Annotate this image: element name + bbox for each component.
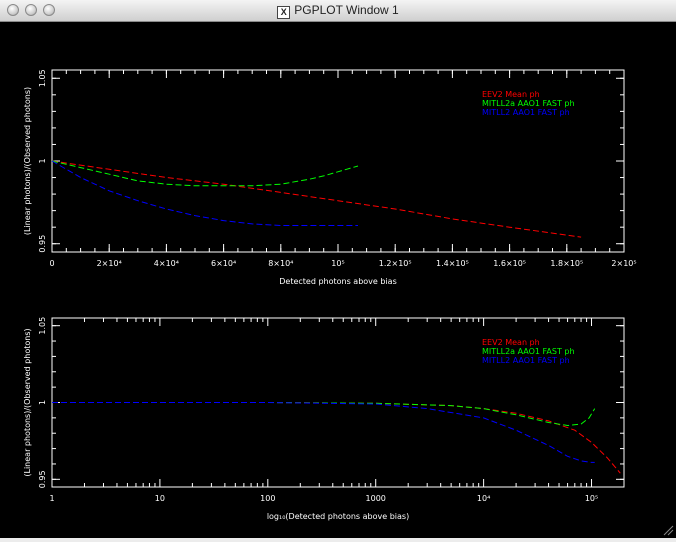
x-tick-label: 1.4×10⁵ [436, 259, 469, 268]
y-tick-label: 0.95 [38, 470, 47, 488]
x-tick-label: 6×10⁴ [211, 259, 236, 268]
x-tick-label: 2×10⁴ [97, 259, 122, 268]
x-tick-label: 1.2×10⁵ [379, 259, 412, 268]
legend-entry-2: MITLL2a AAO1 FAST ph [482, 99, 575, 108]
x-tick-label: 8×10⁴ [268, 259, 293, 268]
chart-2: 1 10 100 1000 10⁴ 10⁵0.9511.05log₁₀(Detected … [23, 317, 625, 521]
series-line-3 [52, 402, 595, 463]
x-axis-label: log₁₀(Detected photons above bias) [267, 512, 409, 521]
series-line-2 [52, 402, 596, 427]
resize-grip-icon[interactable] [663, 525, 674, 536]
y-tick-label: 1 [38, 158, 47, 163]
y-tick-label: 1.05 [38, 317, 47, 335]
x-tick-label: 10⁴ [477, 494, 490, 503]
zoom-window-button[interactable] [43, 4, 55, 16]
plot-area: 0 2×10⁴ 4×10⁴ 6×10⁴ 8×10⁴ 10⁵ 1.2×10⁵ 1.4×10⁵ 1.… [0, 22, 676, 538]
legend-entry-3: MITLL2 AAO1 FAST ph [482, 108, 570, 117]
series-line-1 [51, 160, 582, 238]
x-tick-label: 1000 [366, 494, 386, 503]
x-tick-label: 1.8×10⁵ [550, 259, 583, 268]
x-tick-label: 10 [155, 494, 165, 503]
y-axis-label: (Linear photons)/(Observed photons) [23, 87, 32, 235]
series-line-2 [51, 160, 359, 187]
x-tick-label: 0 [49, 259, 54, 268]
x-tick-label: 10⁵ [585, 494, 598, 503]
x-tick-label: 10⁵ [331, 259, 344, 268]
y-tick-label: 1 [38, 400, 47, 405]
y-tick-label: 1.05 [38, 69, 47, 87]
close-window-button[interactable] [7, 4, 19, 16]
x-tick-label: 100 [260, 494, 275, 503]
window-title: X PGPLOT Window 1 [0, 3, 676, 19]
plots-canvas: 0 2×10⁴ 4×10⁴ 6×10⁴ 8×10⁴ 10⁵ 1.2×10⁵ 1.4×10⁵ 1.… [23, 69, 637, 521]
legend-entry-1: EEV2 Mean ph [482, 90, 540, 99]
legend-entry-3: MITLL2 AAO1 FAST ph [482, 356, 570, 365]
chart-1: 0 2×10⁴ 4×10⁴ 6×10⁴ 8×10⁴ 10⁵ 1.2×10⁵ 1.4×10⁵ 1.… [23, 69, 637, 286]
y-tick-label: 0.95 [38, 235, 47, 253]
minimize-window-button[interactable] [25, 4, 37, 16]
x-tick-label: 1 [49, 494, 54, 503]
window-title-text: PGPLOT Window 1 [294, 3, 399, 17]
legend-entry-1: EEV2 Mean ph [482, 338, 540, 347]
series-line-3 [51, 160, 358, 226]
y-axis-label: (Linear photons)/(Observed photons) [23, 328, 32, 476]
x11-icon: X [277, 6, 291, 19]
x-tick-label: 4×10⁴ [154, 259, 179, 268]
legend-entry-2: MITLL2a AAO1 FAST ph [482, 347, 575, 356]
x-axis-label: Detected photons above bias [279, 277, 397, 286]
x-tick-label: 1.6×10⁵ [493, 259, 526, 268]
title-bar[interactable]: X PGPLOT Window 1 [0, 0, 676, 22]
series-line-1 [52, 402, 621, 474]
x-tick-label: 2×10⁵ [611, 259, 636, 268]
